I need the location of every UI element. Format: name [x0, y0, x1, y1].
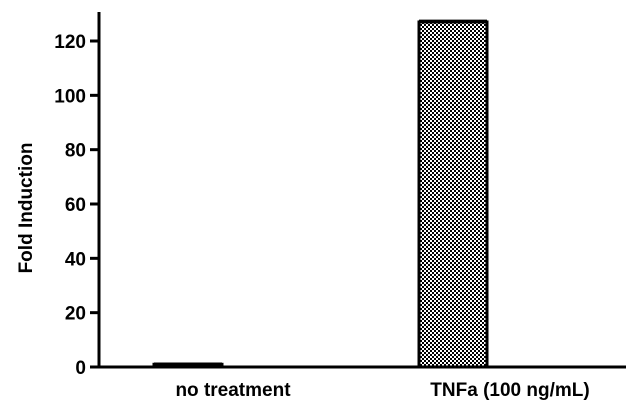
y-tick-label: 80	[65, 141, 86, 162]
y-tick-label: 60	[65, 195, 86, 216]
y-tick-label: 100	[54, 86, 86, 107]
y-axis-title: Fold Induction	[16, 143, 37, 274]
y-tick-label: 120	[54, 32, 86, 53]
bar-1	[417, 20, 489, 369]
x-category-label: TNFa (100 ng/mL)	[430, 380, 589, 401]
y-tick-label: 20	[65, 304, 86, 325]
x-category-label: no treatment	[175, 380, 291, 401]
y-tick-label: 40	[65, 249, 86, 270]
y-tick-label: 0	[75, 358, 86, 379]
